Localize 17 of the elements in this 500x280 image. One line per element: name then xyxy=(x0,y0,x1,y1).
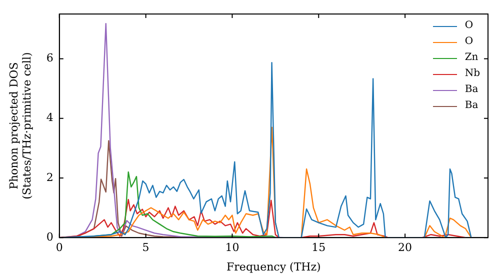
legend-label: O xyxy=(464,35,474,49)
x-tick-label: 20 xyxy=(398,241,412,254)
x-tick-label: 0 xyxy=(56,241,63,254)
legend-label: Ba xyxy=(464,83,478,97)
y-tick-label: 6 xyxy=(46,52,54,65)
y-tick-label: 4 xyxy=(46,111,54,124)
x-tick-label: 5 xyxy=(142,241,150,254)
legend-label: Nb xyxy=(464,67,480,81)
legend-label: O xyxy=(464,19,474,33)
y-tick-label: 0 xyxy=(46,230,54,244)
x-axis-title: Frequency (THz) xyxy=(226,260,321,274)
y-tick-label: 2 xyxy=(46,170,54,184)
legend-label: Zn xyxy=(464,51,478,65)
legend-label: Ba xyxy=(464,99,478,113)
x-tick-label: 10 xyxy=(225,241,240,254)
x-tick-label: 15 xyxy=(312,241,326,254)
y-axis-title: Phonon projected DOS (States/THz·primitive cell) xyxy=(7,52,34,200)
